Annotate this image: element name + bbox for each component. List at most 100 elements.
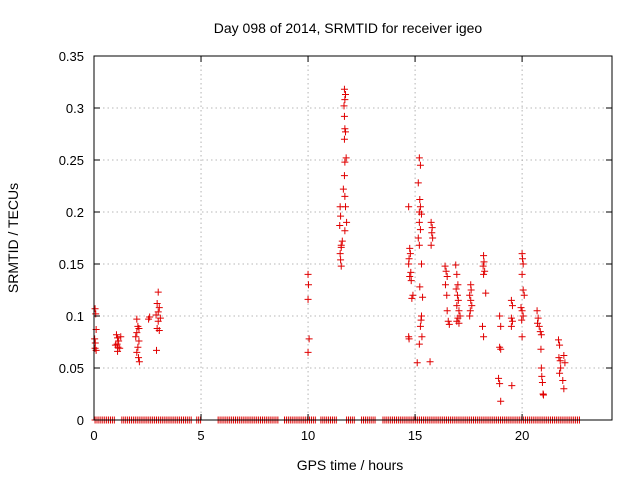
data-point	[304, 348, 312, 356]
plot-frame	[93, 55, 613, 421]
data-point	[155, 327, 163, 335]
data-point	[304, 281, 312, 289]
data-point	[556, 357, 564, 365]
data-point	[537, 345, 545, 353]
y-tick-label: 0.2	[66, 205, 84, 220]
data-point	[111, 341, 119, 349]
data-point	[452, 261, 460, 269]
data-point	[518, 333, 526, 341]
data-point	[414, 234, 422, 242]
data-point	[497, 345, 505, 353]
data-point	[415, 241, 423, 249]
y-tick-label: 0.35	[59, 49, 84, 64]
data-point	[417, 316, 425, 324]
data-point	[135, 324, 143, 332]
data-point	[341, 125, 349, 133]
data-point	[304, 270, 312, 278]
data-point	[466, 312, 474, 320]
gridlines	[94, 56, 612, 420]
data-point	[443, 272, 451, 280]
data-point	[91, 335, 99, 343]
data-point	[467, 296, 475, 304]
data-point	[407, 268, 415, 276]
data-point	[418, 333, 426, 341]
x-tick-label: 0	[90, 428, 97, 443]
x-tick-label: 5	[197, 428, 204, 443]
data-point	[413, 359, 421, 367]
data-point	[520, 291, 528, 299]
x-tick-label: 10	[301, 428, 315, 443]
data-point	[466, 307, 474, 315]
data-point	[467, 286, 475, 294]
data-point	[555, 354, 563, 362]
data-point	[557, 364, 565, 372]
data-point	[537, 364, 545, 372]
data-point	[406, 272, 414, 280]
data-point	[454, 296, 462, 304]
data-point	[445, 320, 453, 328]
data-point	[554, 336, 562, 344]
data-point	[453, 291, 461, 299]
data-point	[340, 102, 348, 110]
data-point	[453, 302, 461, 310]
data-point	[508, 317, 516, 325]
data-point	[112, 331, 120, 339]
y-axis-label: SRMTID / TECUs	[5, 183, 21, 293]
data-point	[414, 179, 422, 187]
data-point	[337, 256, 345, 264]
data-point	[519, 255, 527, 263]
data-point	[340, 135, 348, 143]
data-point	[444, 317, 452, 325]
data-point	[343, 218, 351, 226]
data-point	[556, 369, 564, 377]
data-point	[337, 241, 345, 249]
data-point	[482, 289, 490, 297]
data-point	[416, 196, 424, 204]
data-point	[519, 312, 527, 320]
data-point	[538, 379, 546, 387]
data-point	[497, 397, 505, 405]
data-point	[496, 380, 504, 388]
data-point	[518, 307, 526, 315]
data-point	[443, 307, 451, 315]
y-tick-label: 0	[77, 413, 84, 428]
axis-ticks: 0 0.05 0.1 0.15 0.2 0.25 0.3 0.35 0 5 10 15 20	[59, 49, 612, 443]
data-point	[455, 319, 463, 327]
data-point	[419, 293, 427, 301]
data-point	[443, 291, 451, 299]
data-point	[342, 154, 350, 162]
data-point	[442, 267, 450, 275]
data-point	[534, 319, 542, 327]
data-point	[453, 270, 461, 278]
data-point	[132, 333, 140, 341]
data-point	[114, 334, 122, 342]
data-point	[117, 333, 125, 341]
y-tick-label: 0.25	[59, 153, 84, 168]
data-point	[519, 286, 527, 294]
data-point	[415, 340, 423, 348]
data-point	[417, 210, 425, 218]
data-point	[508, 302, 516, 310]
data-point	[135, 337, 143, 345]
data-point	[556, 341, 564, 349]
data-point	[340, 172, 348, 180]
data-point	[154, 317, 162, 325]
data-point	[480, 333, 488, 341]
data-point	[113, 340, 121, 348]
data-point	[507, 314, 515, 322]
data-point	[405, 260, 413, 268]
data-point	[427, 218, 435, 226]
data-point	[133, 329, 141, 337]
data-point	[540, 391, 548, 399]
data-point	[342, 203, 350, 211]
data-point	[468, 302, 476, 310]
data-point	[495, 374, 503, 382]
data-point	[342, 128, 350, 136]
data-point	[304, 295, 312, 303]
data-point	[452, 285, 460, 293]
data-point	[305, 335, 313, 343]
data-point	[560, 352, 568, 360]
data-point	[406, 250, 414, 258]
data-point	[133, 348, 141, 356]
